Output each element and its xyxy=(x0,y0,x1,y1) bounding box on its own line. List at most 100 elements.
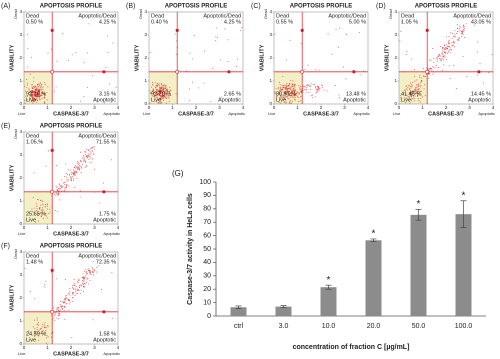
event-dot xyxy=(317,85,319,87)
event-dot xyxy=(160,86,163,88)
event-dot xyxy=(458,28,460,30)
event-dot xyxy=(447,40,450,42)
event-dot xyxy=(283,92,285,94)
event-dot xyxy=(420,86,422,88)
x-tick-label: 2 xyxy=(195,105,198,110)
event-dot xyxy=(92,274,95,276)
x-tick-label: 100.0 xyxy=(455,323,473,330)
event-dot xyxy=(283,102,285,104)
event-dot xyxy=(36,84,39,86)
event-dot xyxy=(50,48,52,50)
event-dot xyxy=(64,297,66,300)
event-dot xyxy=(407,87,409,89)
event-dot xyxy=(410,82,412,84)
event-dot xyxy=(412,95,415,97)
event-dot xyxy=(404,89,406,91)
event-dot xyxy=(293,92,296,94)
event-dot xyxy=(285,96,287,98)
y-tick-label: 0 xyxy=(19,341,22,346)
x-tick-label: 3 xyxy=(468,105,471,110)
panel-title: APOPTOSIS PROFILE xyxy=(40,124,103,130)
quadrant-text: Apoptotic xyxy=(93,217,116,223)
event-dot xyxy=(417,89,419,91)
event-dot xyxy=(99,340,101,342)
event-dot xyxy=(425,76,427,78)
event-dot xyxy=(79,169,81,171)
event-dot xyxy=(449,48,451,51)
event-dot xyxy=(191,58,193,60)
event-dot xyxy=(55,192,57,194)
event-dot xyxy=(35,330,37,333)
corner-label: Live xyxy=(268,111,276,116)
event-dot xyxy=(69,290,71,292)
event-dot xyxy=(414,86,417,88)
event-dot xyxy=(413,97,415,99)
event-dot xyxy=(153,96,155,98)
event-dot xyxy=(38,86,40,88)
event-dot xyxy=(79,165,81,167)
event-dot xyxy=(406,50,408,53)
event-dot xyxy=(300,90,302,92)
event-dot xyxy=(75,52,77,54)
event-dot xyxy=(292,80,294,82)
event-dot xyxy=(443,64,445,66)
event-dot xyxy=(79,286,81,288)
quadrant-text: 2.65 % xyxy=(224,91,241,97)
event-dot xyxy=(278,101,280,103)
quadrant-text: 5.00 % xyxy=(349,19,366,25)
gate-handle xyxy=(50,148,54,152)
event-dot xyxy=(155,91,157,93)
event-dot xyxy=(81,282,84,284)
x-tick-label: 2 xyxy=(445,105,448,110)
event-dot xyxy=(36,98,38,100)
event-dot xyxy=(331,53,333,56)
event-dot xyxy=(40,209,43,211)
event-dot xyxy=(416,87,418,89)
event-dot xyxy=(46,99,48,101)
event-dot xyxy=(275,88,277,90)
event-dot xyxy=(149,90,151,92)
event-dot xyxy=(93,145,95,148)
event-dot xyxy=(405,54,408,56)
event-dot xyxy=(83,159,85,161)
event-dot xyxy=(289,94,291,96)
event-dot xyxy=(39,212,41,214)
event-dot xyxy=(55,86,57,88)
event-dot xyxy=(82,286,85,288)
event-dot xyxy=(203,82,205,84)
event-dot xyxy=(175,93,177,95)
event-dot xyxy=(152,88,154,90)
event-dot xyxy=(62,300,64,302)
event-dot xyxy=(159,85,161,87)
event-dot xyxy=(91,268,93,270)
event-dot xyxy=(55,194,57,196)
event-dot xyxy=(83,160,85,162)
event-dot xyxy=(64,278,66,281)
y-tick-label: 40 xyxy=(203,259,211,266)
event-dot xyxy=(316,89,318,91)
event-dot xyxy=(72,284,74,287)
y-tick-label: 3 xyxy=(144,32,147,37)
event-dot xyxy=(37,323,39,325)
event-dot xyxy=(298,97,300,99)
event-dot xyxy=(479,63,481,65)
quadrant-text: 0.50 % xyxy=(26,19,43,25)
corner-label: Live xyxy=(18,351,26,356)
event-dot xyxy=(463,37,465,39)
event-dot xyxy=(36,101,38,103)
event-dot xyxy=(157,102,160,104)
event-dot xyxy=(45,165,47,167)
event-dot xyxy=(403,89,405,91)
event-dot xyxy=(279,86,281,88)
event-dot xyxy=(61,304,63,306)
gate-handle xyxy=(300,69,305,74)
event-dot xyxy=(437,67,440,69)
event-dot xyxy=(72,179,75,181)
event-dot xyxy=(410,93,412,96)
event-dot xyxy=(283,87,285,89)
event-dot xyxy=(409,88,411,90)
event-dot xyxy=(46,334,48,336)
event-dot xyxy=(345,78,347,80)
y-tick-label: 1 xyxy=(19,198,22,203)
event-dot xyxy=(86,155,88,157)
